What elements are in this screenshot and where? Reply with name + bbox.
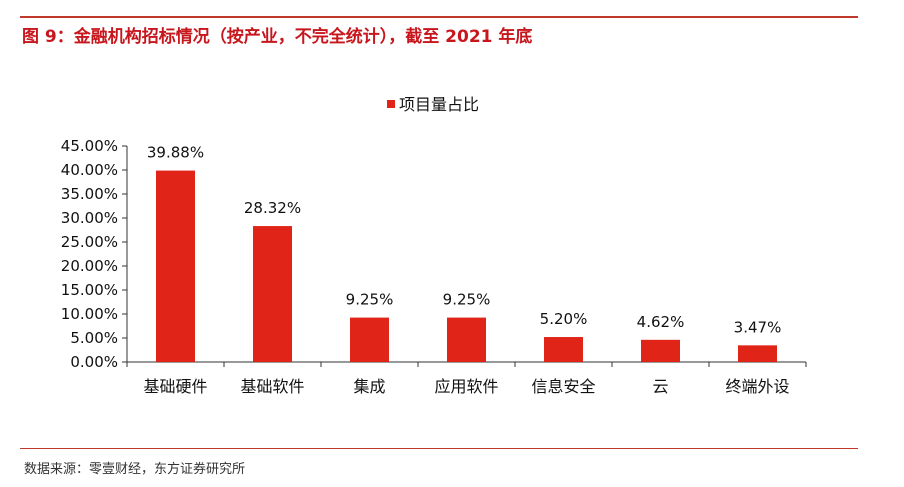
category-label: 终端外设 [725, 377, 789, 396]
y-axis: 0.00% 5.00% 10.00% 15.00% 20.00% 25.00% 30.00%… [61, 137, 128, 371]
bar-data-label: 9.25% [346, 291, 394, 309]
y-tick-label: 0.00% [70, 353, 118, 371]
category-label: 集成 [353, 377, 385, 396]
y-tick-label: 30.00% [61, 209, 118, 227]
category-label: 信息安全 [531, 377, 595, 396]
bottom-rule [20, 448, 858, 449]
bar-data-label: 3.47% [734, 318, 782, 336]
bar [447, 317, 486, 362]
data-labels: 39.88% 28.32% 9.25% 9.25% 5.20% 4.62% 3.47% [147, 144, 781, 337]
bar-data-label: 28.32% [244, 199, 301, 217]
bar [641, 339, 680, 362]
y-tick-label: 5.00% [70, 329, 118, 347]
bars [156, 170, 777, 362]
y-tick-label: 25.00% [61, 233, 118, 251]
legend-swatch [387, 100, 395, 108]
bar [350, 317, 389, 362]
y-tick-label: 40.00% [61, 161, 118, 179]
y-tick-label: 35.00% [61, 185, 118, 203]
category-labels: 基础硬件 基础软件 集成 应用软件 信息安全 云 终端外设 [143, 377, 789, 396]
x-axis [126, 361, 807, 367]
bar [253, 226, 292, 362]
bar-data-label: 5.20% [540, 310, 588, 328]
y-tick-label: 45.00% [61, 137, 118, 155]
figure-title: 图 9：金融机构招标情况（按产业，不完全统计），截至 2021 年底 [22, 27, 533, 47]
bar-data-label: 39.88% [147, 144, 204, 162]
bar-data-label: 4.62% [637, 313, 685, 331]
bar [544, 337, 583, 362]
category-label: 云 [652, 377, 668, 396]
bar [156, 170, 195, 362]
y-tick-label: 20.00% [61, 257, 118, 275]
category-label: 基础硬件 [143, 377, 207, 396]
legend-label: 项目量占比 [399, 95, 479, 114]
legend: 项目量占比 [387, 95, 479, 114]
y-tick-label: 15.00% [61, 281, 118, 299]
category-label: 基础软件 [240, 377, 304, 396]
bar [738, 345, 777, 362]
bar-data-label: 9.25% [443, 291, 491, 309]
category-label: 应用软件 [434, 377, 498, 396]
source-note: 数据来源：零壹财经，东方证券研究所 [24, 462, 246, 477]
top-rule [20, 16, 858, 18]
y-tick-label: 10.00% [61, 305, 118, 323]
